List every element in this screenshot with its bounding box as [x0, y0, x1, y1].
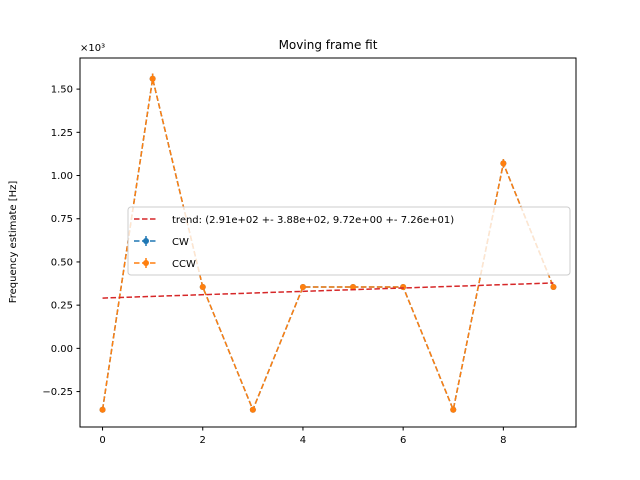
series-ccw — [99, 73, 557, 413]
data-point — [550, 284, 557, 291]
legend: trend: (2.91e+02 +- 3.88e+02, 9.72e+00 +… — [127, 206, 571, 276]
y-tick-label: 0.25 — [51, 301, 73, 312]
y-tick-label: 1.50 — [51, 85, 73, 96]
legend-cw-swatch — [134, 236, 158, 246]
data-point — [350, 284, 357, 291]
chart-title: Moving frame fit — [279, 38, 378, 52]
y-tick-label: −0.25 — [42, 387, 73, 398]
legend-trend-label: trend: (2.91e+02 +- 3.88e+02, 9.72e+00 +… — [172, 215, 454, 226]
x-axis: 0 2 4 6 8 — [99, 427, 507, 446]
y-tick-label: 1.25 — [51, 128, 73, 139]
legend-cw-label: CW — [172, 237, 189, 248]
y-axis-label: Frequency estimate [Hz] — [8, 181, 19, 304]
y-tick-label: 1.00 — [51, 171, 73, 182]
legend-ccw-swatch — [134, 258, 158, 268]
data-point — [249, 406, 256, 413]
y-tick-label: 0.50 — [51, 257, 73, 268]
legend-ccw-label: CCW — [172, 259, 196, 270]
y-axis-multiplier: ×10³ — [80, 43, 105, 54]
y-tick-label: 0.00 — [51, 344, 73, 355]
x-tick-label: 4 — [300, 435, 306, 446]
x-tick-label: 0 — [99, 435, 105, 446]
x-tick-label: 6 — [400, 435, 406, 446]
data-point — [400, 284, 407, 291]
data-layer — [99, 73, 557, 413]
data-point — [149, 75, 156, 82]
x-tick-label: 8 — [500, 435, 506, 446]
plot-frame — [79, 57, 577, 428]
data-point — [99, 406, 106, 413]
x-tick-label: 2 — [200, 435, 206, 446]
data-point — [500, 160, 507, 167]
legend-box — [127, 206, 571, 276]
y-axis: −0.25 0.00 0.25 0.50 0.75 1.00 1.25 1.50 — [42, 85, 80, 398]
data-point — [450, 406, 457, 413]
trend-line — [102, 282, 554, 299]
data-point — [299, 284, 306, 291]
series-line — [101, 78, 555, 413]
y-tick-label: 0.75 — [51, 214, 73, 225]
data-point — [199, 284, 206, 291]
